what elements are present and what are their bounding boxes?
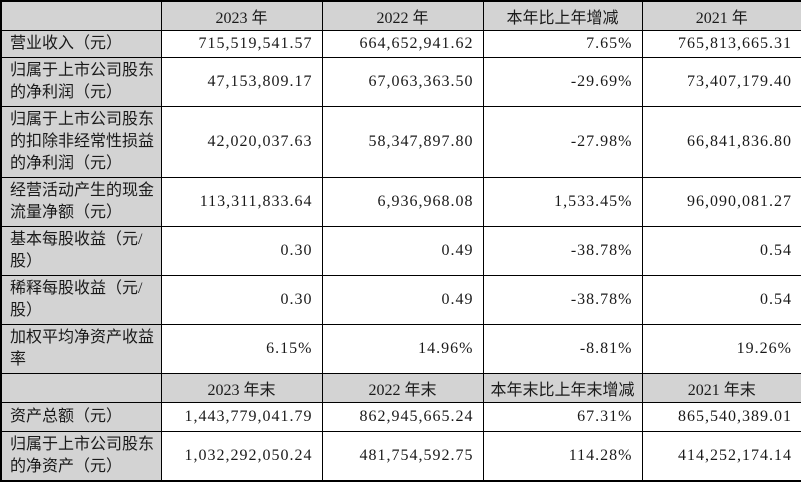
value-2023: 113,311,833.64 [160,177,323,227]
header-year-2023: 2023 年 [160,0,323,31]
row-label: 归属于上市公司股东的净资产（元） [0,431,162,482]
value-2022: 481,754,592.75 [321,431,484,482]
value-2023: 1,443,779,041.79 [160,402,323,432]
value-2021: 765,813,665.31 [641,30,801,58]
value-change: -8.81% [482,324,643,374]
value-2022: 6,936,968.08 [321,177,484,227]
row-label: 基本每股收益（元/股） [0,226,162,276]
period-header-row: 2023 年 2022 年 本年比上年增减 2021 年 [0,0,801,31]
table-row-net-assets: 归属于上市公司股东的净资产（元） 1,032,292,050.24 481,75… [0,431,801,482]
table-row-net-profit: 归属于上市公司股东的净利润（元） 47,153,809.17 67,063,36… [0,57,801,107]
value-2023: 715,519,541.57 [160,30,323,58]
row-label: 加权平均净资产收益率 [0,324,162,374]
value-2021: 0.54 [641,275,801,325]
table-row-basic-eps: 基本每股收益（元/股） 0.30 0.49 -38.78% 0.54 [0,226,801,276]
value-2022: 67,063,363.50 [321,57,484,107]
value-change: -29.69% [482,57,643,107]
value-2022: 0.49 [321,275,484,325]
header-end-2022: 2022 年末 [321,373,484,403]
value-2023: 0.30 [160,275,323,325]
value-2022: 14.96% [321,324,484,374]
value-change: 1,533.45% [482,177,643,227]
value-2021: 96,090,081.27 [641,177,801,227]
value-2022: 862,945,665.24 [321,402,484,432]
value-2021: 414,252,174.14 [641,431,801,482]
value-change: -38.78% [482,275,643,325]
value-change: -38.78% [482,226,643,276]
value-change: 7.65% [482,30,643,58]
value-2022: 58,347,897.80 [321,106,484,178]
table-row-diluted-eps: 稀释每股收益（元/股） 0.30 0.49 -38.78% 0.54 [0,275,801,325]
table-row-net-profit-deducted: 归属于上市公司股东的扣除非经常性损益的净利润（元） 42,020,037.63 … [0,106,801,178]
value-2021: 19.26% [641,324,801,374]
period-end-header-row: 2023 年末 2022 年末 本年末比上年末增减 2021 年末 [0,373,801,403]
value-change: 114.28% [482,431,643,482]
row-label: 稀释每股收益（元/股） [0,275,162,325]
row-label: 归属于上市公司股东的扣除非经常性损益的净利润（元） [0,106,162,178]
row-label: 经营活动产生的现金流量净额（元） [0,177,162,227]
header-spacer-cell [0,373,162,403]
value-2021: 73,407,179.40 [641,57,801,107]
header-yoy-change: 本年比上年增减 [482,0,643,31]
header-year-2021: 2021 年 [641,0,801,31]
header-spacer-cell [0,0,162,31]
value-2022: 664,652,941.62 [321,30,484,58]
row-label: 营业收入（元） [0,30,162,58]
value-2023: 47,153,809.17 [160,57,323,107]
value-2023: 42,020,037.63 [160,106,323,178]
value-change: 67.31% [482,402,643,432]
table-row-weighted-avg-roe: 加权平均净资产收益率 6.15% 14.96% -8.81% 19.26% [0,324,801,374]
value-2023: 6.15% [160,324,323,374]
header-end-2021: 2021 年末 [641,373,801,403]
value-2021: 0.54 [641,226,801,276]
table-row-total-assets: 资产总额（元） 1,443,779,041.79 862,945,665.24 … [0,402,801,432]
value-change: -27.98% [482,106,643,178]
header-end-2023: 2023 年末 [160,373,323,403]
row-label: 资产总额（元） [0,402,162,432]
value-2023: 0.30 [160,226,323,276]
table-row-operating-cash-flow: 经营活动产生的现金流量净额（元） 113,311,833.64 6,936,96… [0,177,801,227]
header-end-yoy-change: 本年末比上年末增减 [482,373,643,403]
table-row-operating-revenue: 营业收入（元） 715,519,541.57 664,652,941.62 7.… [0,30,801,58]
value-2023: 1,032,292,050.24 [160,431,323,482]
value-2021: 865,540,389.01 [641,402,801,432]
value-2021: 66,841,836.80 [641,106,801,178]
row-label: 归属于上市公司股东的净利润（元） [0,57,162,107]
value-2022: 0.49 [321,226,484,276]
header-year-2022: 2022 年 [321,0,484,31]
